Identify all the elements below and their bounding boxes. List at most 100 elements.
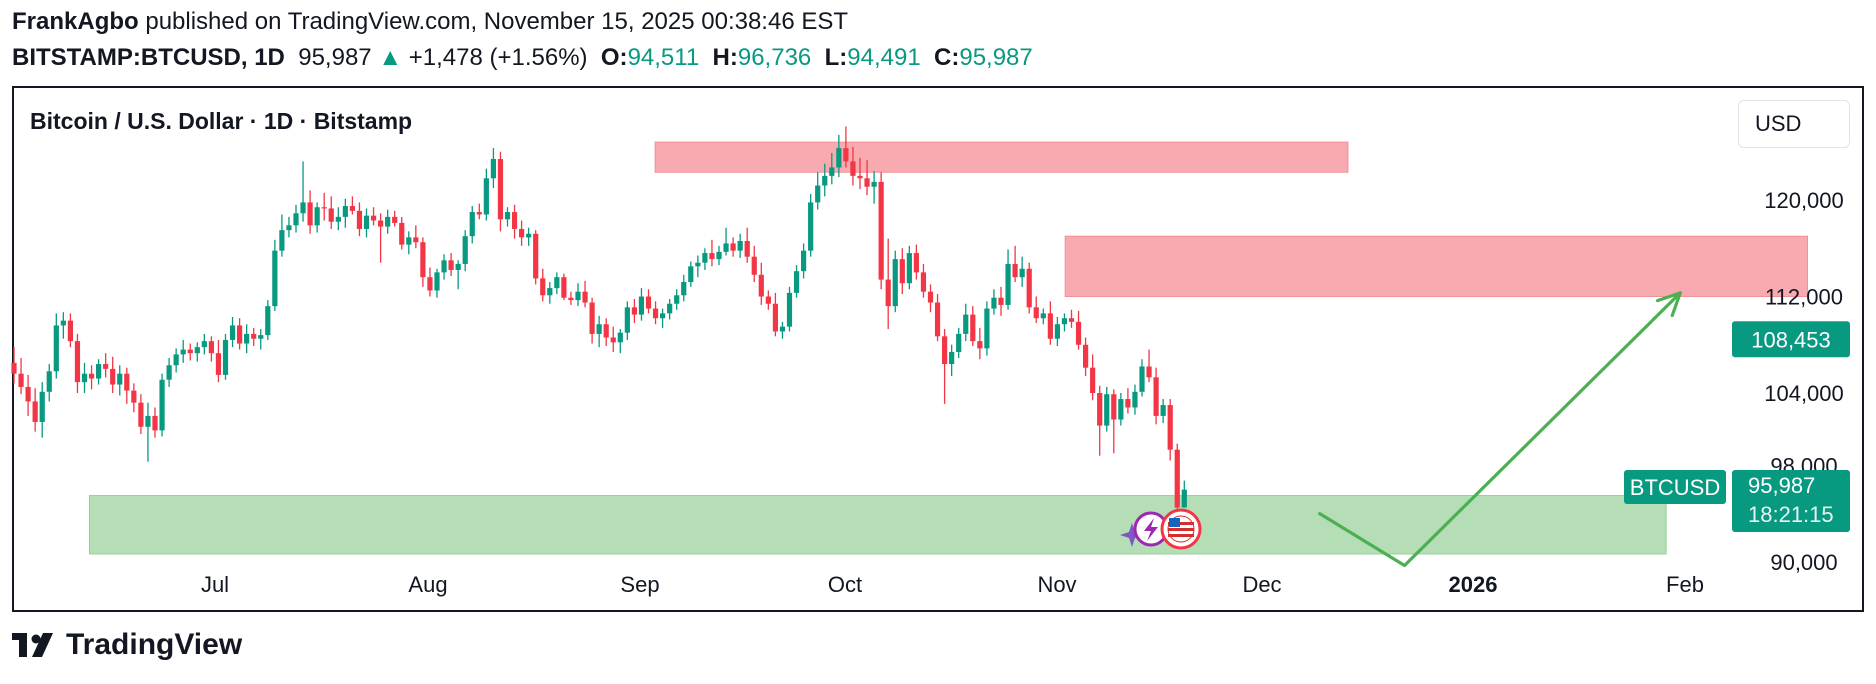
zone-resistance-top[interactable] (654, 141, 1349, 173)
candle-body[interactable] (258, 335, 264, 339)
zone-support[interactable] (89, 495, 1667, 555)
candle-body[interactable] (88, 373, 95, 379)
candle-body[interactable] (378, 220, 384, 227)
candle-body[interactable] (81, 373, 88, 383)
candle-body[interactable] (300, 202, 306, 214)
candle-body[interactable] (737, 241, 743, 251)
candle-body[interactable] (638, 296, 645, 315)
candle-body[interactable] (533, 233, 539, 279)
candle-body[interactable] (349, 206, 355, 211)
candle-body[interactable] (1181, 489, 1187, 508)
candle-body[interactable] (67, 320, 73, 342)
candle-body[interactable] (716, 251, 722, 260)
candle-body[interactable] (166, 365, 172, 380)
zone-resistance-mid[interactable] (1064, 235, 1809, 297)
candle-body[interactable] (1033, 307, 1039, 319)
candle-body[interactable] (709, 253, 715, 260)
candle-body[interactable] (540, 278, 546, 296)
candle-body[interactable] (420, 242, 426, 278)
candle-body[interactable] (117, 373, 123, 385)
candle-body[interactable] (1160, 405, 1166, 416)
candle-body[interactable] (519, 228, 525, 238)
candle-body[interactable] (829, 167, 835, 176)
candle-body[interactable] (483, 178, 489, 215)
candle-body[interactable] (857, 175, 863, 179)
candle-body[interactable] (878, 181, 884, 280)
candle-body[interactable] (688, 266, 694, 283)
candle-body[interactable] (293, 213, 299, 226)
candle-body[interactable] (60, 320, 66, 326)
candle-body[interactable] (681, 282, 687, 296)
candle-body[interactable] (942, 336, 948, 365)
candle-body[interactable] (1019, 268, 1025, 278)
candle-body[interactable] (103, 364, 109, 369)
candle-body[interactable] (1090, 367, 1096, 393)
candle-body[interactable] (913, 253, 919, 273)
candle-body[interactable] (427, 277, 433, 291)
candle-body[interactable] (970, 314, 976, 342)
candle-body[interactable] (328, 208, 334, 222)
candle-body[interactable] (1111, 394, 1117, 420)
candle-body[interactable] (490, 158, 496, 179)
candle-body[interactable] (201, 341, 207, 348)
candle-body[interactable] (342, 206, 348, 217)
candle-body[interactable] (956, 333, 962, 352)
candle-body[interactable] (815, 185, 821, 203)
candle-body[interactable] (1040, 313, 1046, 319)
candle-body[interactable] (441, 260, 447, 273)
candle-body[interactable] (215, 353, 222, 375)
candle-body[interactable] (582, 291, 588, 303)
candle-body[interactable] (793, 271, 800, 293)
candle-body[interactable] (772, 303, 778, 332)
candle-body[interactable] (399, 222, 405, 245)
candle-body[interactable] (504, 212, 511, 220)
author-name[interactable]: FrankAgbo (12, 8, 139, 35)
candle-body[interactable] (1132, 391, 1138, 408)
candle-body[interactable] (145, 415, 151, 427)
candle-body[interactable] (476, 212, 482, 215)
candle-body[interactable] (180, 349, 186, 355)
candle-body[interactable] (963, 314, 969, 334)
candle-body[interactable] (307, 202, 313, 226)
candle-body[interactable] (1174, 449, 1180, 508)
candle-body[interactable] (1153, 377, 1159, 416)
candle-body[interactable] (547, 288, 553, 296)
candle-body[interactable] (251, 333, 257, 339)
candle-body[interactable] (321, 207, 327, 209)
candle-body[interactable] (836, 148, 842, 168)
candle-body[interactable] (730, 243, 736, 251)
candle-body[interactable] (138, 402, 144, 427)
candle-body[interactable] (286, 225, 292, 231)
candle-body[interactable] (603, 324, 609, 338)
candle-body[interactable] (392, 216, 398, 223)
candle-body[interactable] (1118, 399, 1124, 420)
candle-body[interactable] (124, 373, 130, 391)
candle-body[interactable] (779, 326, 786, 332)
candle-body[interactable] (1061, 318, 1068, 325)
candle-body[interactable] (39, 391, 45, 422)
candle-body[interactable] (131, 390, 137, 403)
candle-body[interactable] (1083, 344, 1089, 368)
candle-body[interactable] (385, 216, 391, 227)
candle-body[interactable] (554, 277, 560, 289)
event-icons[interactable] (1120, 508, 1202, 550)
candle-body[interactable] (843, 148, 849, 162)
candle-body[interactable] (744, 241, 750, 257)
candle-body[interactable] (568, 297, 574, 301)
candle-body[interactable] (589, 302, 595, 334)
candle-body[interactable] (808, 202, 814, 251)
candle-body[interactable] (751, 256, 757, 275)
candle-body[interactable] (1097, 393, 1103, 426)
candle-body[interactable] (949, 351, 955, 365)
candle-body[interactable] (208, 341, 214, 354)
candle-body[interactable] (194, 347, 200, 354)
candle-body[interactable] (413, 237, 419, 243)
candle-body[interactable] (272, 250, 278, 307)
candle-body[interactable] (448, 260, 454, 270)
candle-body[interactable] (927, 291, 934, 303)
candle-body[interactable] (660, 313, 666, 319)
candle-body[interactable] (1139, 366, 1145, 392)
candle-body[interactable] (1054, 324, 1060, 339)
chart-frame[interactable] (12, 86, 1864, 612)
